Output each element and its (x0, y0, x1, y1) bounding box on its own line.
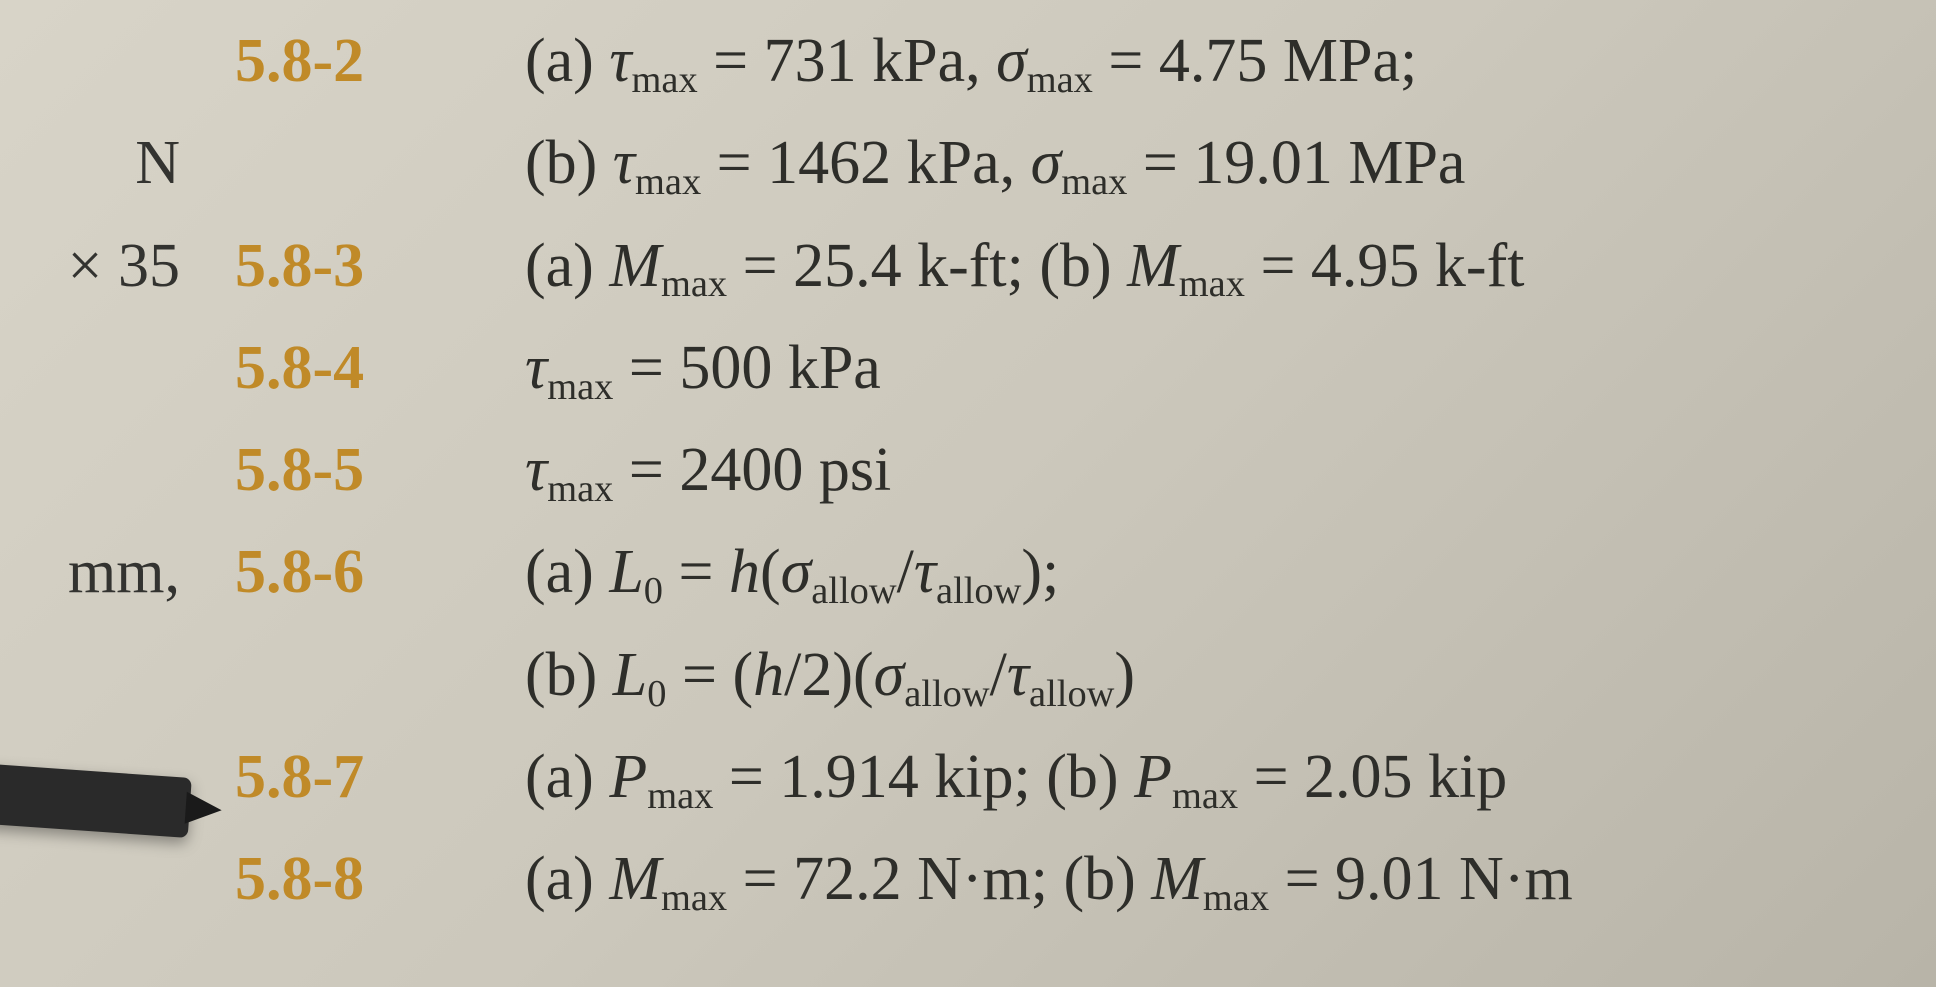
value: = 2400 psi (613, 436, 891, 504)
row-588: 5.8-8 (a) Mmax = 72.2 N·m; (b) Mmax = 9.… (0, 828, 1936, 930)
slash: / (990, 641, 1007, 709)
value: = 1.914 kip; (713, 743, 1046, 811)
subscript: allow (1029, 673, 1114, 715)
value: = 1462 kPa, (701, 129, 1030, 197)
left-fragment: × 35 (0, 215, 190, 317)
part-label: (b) (525, 129, 613, 197)
answer-text: (a) L0 = h(σallow/τallow); (495, 521, 1936, 623)
value: = 4.95 k-ft (1245, 232, 1524, 300)
load-symbol: P (609, 743, 647, 811)
value: = 19.01 MPa (1127, 129, 1465, 197)
problem-number: 5.8-7 (190, 726, 495, 828)
value: = 731 kPa, (698, 27, 996, 95)
value: = 9.01 N·m (1269, 845, 1573, 913)
part-label: (b) (1046, 743, 1134, 811)
answer-text: (b) τmax = 1462 kPa, σmax = 19.01 MPa (495, 112, 1936, 214)
paren: ) (1114, 641, 1135, 709)
subscript: allow (904, 673, 989, 715)
left-fragment: N (0, 112, 190, 214)
sigma-symbol: σ (781, 538, 812, 606)
subscript: max (635, 161, 701, 203)
subscript: allow (936, 570, 1021, 612)
subscript: max (547, 468, 613, 510)
value: = 25.4 k-ft; (727, 232, 1039, 300)
value: = 72.2 N·m; (727, 845, 1063, 913)
value: = 4.75 MPa; (1093, 27, 1417, 95)
subscript: 0 (647, 673, 666, 715)
subscript: max (1061, 161, 1127, 203)
row-582b: N (b) τmax = 1462 kPa, σmax = 19.01 MPa (0, 112, 1936, 214)
answer-text: (a) Pmax = 1.914 kip; (b) Pmax = 2.05 ki… (495, 726, 1936, 828)
subscript: max (661, 877, 727, 919)
subscript: max (632, 59, 698, 101)
part-label: (b) (1063, 845, 1151, 913)
row-583: × 35 5.8-3 (a) Mmax = 25.4 k-ft; (b) Mma… (0, 215, 1936, 317)
row-582a: 5.8-2 (a) τmax = 731 kPa, σmax = 4.75 MP… (0, 10, 1936, 112)
problem-number: 5.8-5 (190, 419, 495, 521)
part-label: (a) (525, 27, 609, 95)
tau-symbol: τ (525, 436, 547, 504)
tau-symbol: τ (613, 129, 635, 197)
tau-symbol: τ (914, 538, 936, 606)
h-symbol: h (729, 538, 760, 606)
problem-number: 5.8-8 (190, 828, 495, 930)
moment-symbol: M (1151, 845, 1203, 913)
subscript: max (647, 775, 713, 817)
row-587: 5.8-7 (a) Pmax = 1.914 kip; (b) Pmax = 2… (0, 726, 1936, 828)
answer-text: τmax = 2400 psi (495, 419, 1936, 521)
part-label: (b) (525, 641, 613, 709)
paren: ); (1021, 538, 1059, 606)
subscript: allow (811, 570, 896, 612)
subscript: max (1179, 263, 1245, 305)
load-symbol: P (1134, 743, 1172, 811)
length-symbol: L (609, 538, 643, 606)
half: /2)( (784, 641, 874, 709)
subscript: max (1172, 775, 1238, 817)
slash: / (897, 538, 914, 606)
part-label: (a) (525, 538, 609, 606)
answer-text: (a) Mmax = 25.4 k-ft; (b) Mmax = 4.95 k-… (495, 215, 1936, 317)
tau-symbol: τ (609, 27, 631, 95)
row-585: 5.8-5 τmax = 2400 psi (0, 419, 1936, 521)
subscript: 0 (644, 570, 663, 612)
length-symbol: L (613, 641, 647, 709)
value: = 500 kPa (613, 334, 880, 402)
tau-symbol: τ (525, 334, 547, 402)
left-fragment: mm, (0, 521, 190, 623)
answer-text: (a) Mmax = 72.2 N·m; (b) Mmax = 9.01 N·m (495, 828, 1936, 930)
problem-number: 5.8-3 (190, 215, 495, 317)
sigma-symbol: σ (874, 641, 905, 709)
tau-symbol: τ (1007, 641, 1029, 709)
moment-symbol: M (1127, 232, 1179, 300)
eq: = (663, 538, 729, 606)
moment-symbol: M (609, 232, 661, 300)
answer-text: (b) L0 = (h/2)(σallow/τallow) (495, 624, 1936, 726)
answer-text: τmax = 500 kPa (495, 317, 1936, 419)
value: = 2.05 kip (1238, 743, 1507, 811)
answer-text: (a) τmax = 731 kPa, σmax = 4.75 MPa; (495, 10, 1936, 112)
row-586a: mm, 5.8-6 (a) L0 = h(σallow/τallow); (0, 521, 1936, 623)
problem-number: 5.8-6 (190, 521, 495, 623)
part-label: (b) (1039, 232, 1127, 300)
part-label: (a) (525, 232, 609, 300)
problem-number: 5.8-2 (190, 10, 495, 112)
row-586b: (b) L0 = (h/2)(σallow/τallow) (0, 624, 1936, 726)
textbook-answer-page: 5.8-2 (a) τmax = 731 kPa, σmax = 4.75 MP… (0, 0, 1936, 987)
h-symbol: h (753, 641, 784, 709)
moment-symbol: M (609, 845, 661, 913)
part-label: (a) (525, 845, 609, 913)
subscript: max (1027, 59, 1093, 101)
sigma-symbol: σ (1031, 129, 1062, 197)
paren: ( (760, 538, 781, 606)
subscript: max (661, 263, 727, 305)
sigma-symbol: σ (996, 27, 1027, 95)
subscript: max (547, 366, 613, 408)
row-584: 5.8-4 τmax = 500 kPa (0, 317, 1936, 419)
part-label: (a) (525, 743, 609, 811)
problem-number: 5.8-4 (190, 317, 495, 419)
eq: = ( (667, 641, 754, 709)
subscript: max (1203, 877, 1269, 919)
